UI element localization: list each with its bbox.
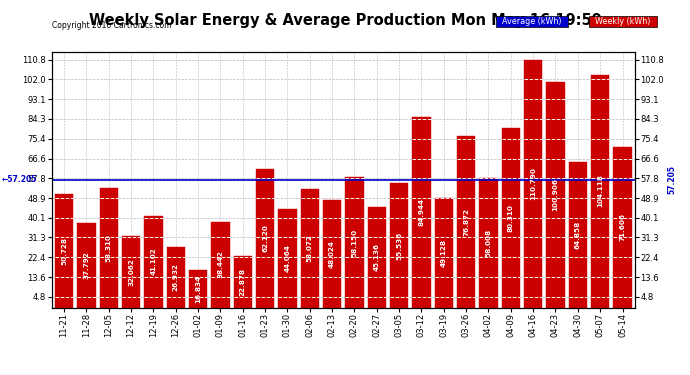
Text: 76.872: 76.872 — [463, 207, 469, 236]
Bar — [166, 247, 185, 308]
Text: 22.878: 22.878 — [239, 268, 246, 296]
Bar — [591, 75, 609, 308]
Text: 26.932: 26.932 — [172, 263, 179, 291]
Bar — [256, 168, 274, 308]
Text: Weekly (kWh): Weekly (kWh) — [590, 17, 655, 26]
Bar — [413, 117, 431, 308]
Bar — [301, 189, 319, 308]
Text: 100.906: 100.906 — [553, 178, 558, 211]
Text: 104.118: 104.118 — [597, 175, 603, 207]
Text: 57.205: 57.205 — [667, 165, 676, 194]
Text: 110.790: 110.790 — [530, 167, 536, 200]
Bar — [122, 236, 140, 308]
Text: 55.536: 55.536 — [396, 231, 402, 260]
Text: 62.120: 62.120 — [262, 224, 268, 252]
Text: 45.136: 45.136 — [374, 243, 380, 271]
Text: 58.150: 58.150 — [351, 228, 357, 256]
Bar — [55, 194, 73, 308]
Text: 32.062: 32.062 — [128, 258, 134, 286]
Text: 48.024: 48.024 — [329, 240, 335, 268]
Text: 58.008: 58.008 — [486, 228, 491, 256]
Bar — [345, 177, 364, 308]
Bar — [189, 270, 207, 308]
Text: 44.064: 44.064 — [284, 244, 290, 272]
Bar — [546, 82, 564, 308]
Text: 80.310: 80.310 — [508, 204, 514, 232]
Text: 41.102: 41.102 — [150, 248, 157, 275]
Text: 37.792: 37.792 — [83, 251, 90, 279]
Bar — [144, 216, 163, 308]
Text: 16.834: 16.834 — [195, 274, 201, 303]
Text: 38.442: 38.442 — [217, 251, 224, 279]
Text: 53.072: 53.072 — [307, 234, 313, 262]
Bar — [211, 222, 230, 308]
Text: 64.858: 64.858 — [575, 221, 581, 249]
Text: ←57.205: ←57.205 — [2, 175, 37, 184]
Bar — [234, 256, 252, 307]
Bar — [323, 200, 342, 308]
Bar — [457, 135, 475, 308]
Text: Copyright 2016 Cartronics.com: Copyright 2016 Cartronics.com — [52, 21, 171, 30]
Bar — [77, 223, 95, 308]
Bar — [99, 188, 118, 308]
Text: 71.606: 71.606 — [620, 213, 626, 242]
Text: 53.310: 53.310 — [106, 234, 112, 262]
Text: Weekly Solar Energy & Average Production Mon May 16 19:59: Weekly Solar Energy & Average Production… — [88, 13, 602, 28]
Bar — [480, 178, 497, 308]
Bar — [368, 207, 386, 308]
Bar — [502, 128, 520, 308]
Bar — [613, 147, 631, 308]
Text: Average (kWh): Average (kWh) — [497, 17, 566, 26]
Text: 50.728: 50.728 — [61, 237, 67, 265]
Bar — [569, 162, 587, 308]
Text: 49.128: 49.128 — [441, 238, 447, 267]
Bar — [390, 183, 408, 308]
Bar — [524, 60, 542, 308]
Text: 84.944: 84.944 — [418, 198, 424, 226]
Bar — [278, 209, 297, 308]
Bar — [435, 198, 453, 308]
